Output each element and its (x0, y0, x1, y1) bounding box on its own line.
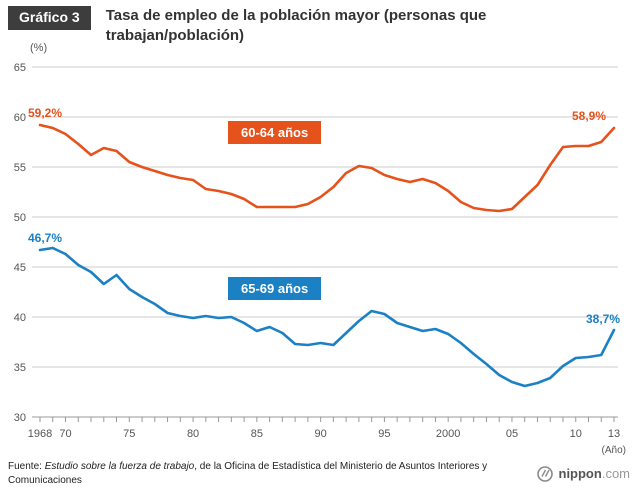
svg-text:95: 95 (378, 428, 390, 440)
grafico-badge: Gráfico 3 (8, 6, 91, 30)
svg-text:90: 90 (314, 428, 326, 440)
svg-text:10: 10 (570, 428, 582, 440)
svg-text:50: 50 (14, 212, 26, 224)
svg-text:05: 05 (506, 428, 518, 440)
svg-text:60: 60 (14, 112, 26, 124)
chart-header: Gráfico 3 Tasa de empleo de la población… (0, 0, 640, 45)
series1-end-value: 58,9% (572, 109, 607, 123)
svg-text:75: 75 (123, 428, 135, 440)
source-prefix: Fuente: (8, 461, 45, 472)
svg-text:35: 35 (14, 362, 26, 374)
y-axis-unit-label: (%) (30, 42, 48, 54)
nippon-logo-icon (536, 465, 553, 482)
svg-text:55: 55 (14, 162, 26, 174)
svg-text:80: 80 (187, 428, 199, 440)
svg-text:70: 70 (59, 428, 71, 440)
source-credit: Fuente: Estudio sobre la fuerza de traba… (8, 460, 506, 487)
chart-area: (%) 30 35 40 45 50 55 60 65 1968 70 75 80 85 90 95 2000… (0, 42, 640, 457)
nippon-logo-text: nippon.com (558, 466, 631, 481)
svg-text:30: 30 (14, 412, 26, 424)
chart-plot: 30 35 40 45 50 55 60 65 1968 70 75 80 85 90 95 2000 05 10… (14, 62, 626, 456)
svg-text:(Año): (Año) (602, 445, 626, 456)
series2-start-value: 46,7% (28, 231, 63, 245)
series1-label-box: 60-64 años (228, 121, 322, 144)
svg-text:85: 85 (251, 428, 263, 440)
source-rest: , de la Oficina de Estadística del Minis… (8, 461, 488, 486)
nippon-logo: nippon.com (536, 465, 631, 483)
source-work-title: Estudio sobre la fuerza de trabajo (44, 461, 195, 472)
page-title: Tasa de empleo de la población mayor (pe… (105, 7, 487, 44)
series2-end-value: 38,7% (586, 312, 621, 326)
svg-text:2000: 2000 (436, 428, 460, 440)
chart-footer: Fuente: Estudio sobre la fuerza de traba… (0, 457, 640, 487)
svg-text:45: 45 (14, 262, 26, 274)
svg-text:40: 40 (14, 312, 26, 324)
series1-start-value: 59,2% (28, 106, 63, 120)
svg-text:65: 65 (14, 62, 26, 74)
series2-label-box: 65-69 años (228, 277, 322, 300)
svg-text:1968: 1968 (28, 428, 52, 440)
svg-text:13: 13 (608, 428, 620, 440)
